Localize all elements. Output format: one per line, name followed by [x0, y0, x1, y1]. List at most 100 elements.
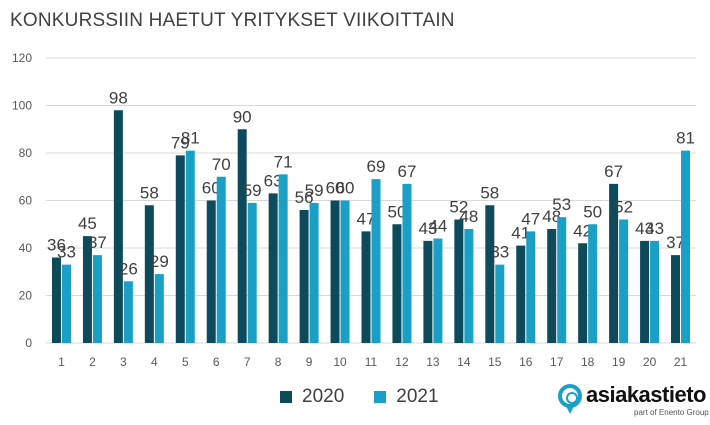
- asiakastieto-logo: asiakastieto part of Enento Group: [556, 382, 709, 418]
- data-label: 59: [243, 181, 262, 200]
- bar-2020-week-7: [237, 129, 247, 343]
- bar-2020-week-3: [113, 110, 123, 343]
- bar-2021-week-19: [619, 219, 629, 343]
- bar-2020-week-18: [578, 243, 588, 343]
- x-tick-label: 19: [612, 355, 626, 369]
- logo-pin-icon: [558, 384, 582, 408]
- bar-2021-week-6: [216, 176, 226, 343]
- data-label: 29: [150, 252, 169, 271]
- bar-2020-week-19: [609, 183, 619, 343]
- x-tick-label: 2: [89, 355, 96, 369]
- data-label: 48: [542, 207, 561, 226]
- data-label: 53: [552, 195, 571, 214]
- bar-2021-week-5: [185, 150, 195, 343]
- data-label: 50: [583, 202, 602, 221]
- bar-2020-week-17: [547, 229, 557, 343]
- data-label: 45: [78, 214, 97, 233]
- data-label: 60: [202, 179, 221, 198]
- data-label: 79: [171, 133, 190, 152]
- bar-2020-week-2: [82, 236, 92, 343]
- bar-2021-week-4: [154, 274, 164, 343]
- x-tick-label: 21: [674, 355, 688, 369]
- data-label: 37: [88, 233, 107, 252]
- logo-name: asiakastieto: [586, 382, 706, 407]
- bar-2020-week-14: [454, 219, 464, 343]
- data-label: 60: [326, 179, 345, 198]
- x-tick-label: 17: [550, 355, 564, 369]
- data-label: 48: [459, 207, 478, 226]
- bar-2020-week-9: [299, 210, 309, 343]
- legend-label-2021: 2021: [396, 386, 439, 407]
- x-tick-label: 7: [244, 355, 251, 369]
- bar-2021-week-1: [61, 264, 71, 343]
- data-label: 52: [449, 198, 468, 217]
- data-label: 67: [397, 162, 416, 181]
- data-label: 36: [47, 236, 66, 255]
- data-label: 50: [387, 202, 406, 221]
- legend-item-2021: 2021: [374, 386, 439, 408]
- x-tick-label: 12: [395, 355, 409, 369]
- x-tick-label: 6: [213, 355, 220, 369]
- bar-2020-week-13: [423, 240, 433, 343]
- data-label: 43: [418, 219, 437, 238]
- bar-2021-week-13: [433, 238, 443, 343]
- bar-2021-week-14: [464, 229, 474, 343]
- data-label: 58: [140, 183, 159, 202]
- logo-tagline: part of Enento Group: [634, 408, 709, 417]
- data-label: 26: [119, 259, 138, 278]
- data-label: 81: [676, 129, 695, 148]
- data-label: 41: [511, 224, 530, 243]
- y-tick-label: 80: [19, 146, 33, 160]
- bar-2021-week-3: [123, 281, 133, 343]
- data-label: 71: [274, 152, 293, 171]
- x-tick-label: 1: [58, 355, 65, 369]
- x-tick-label: 11: [365, 355, 378, 369]
- bar-2020-week-6: [206, 200, 216, 343]
- data-label: 70: [212, 155, 231, 174]
- bar-2020-week-10: [330, 200, 340, 343]
- bar-2020-week-4: [144, 205, 154, 343]
- bar-2021-week-20: [650, 240, 660, 343]
- data-label: 37: [666, 233, 685, 252]
- x-tick-label: 14: [457, 355, 471, 369]
- y-tick-label: 20: [19, 289, 33, 303]
- y-tick-label: 60: [19, 194, 33, 208]
- bar-2021-week-17: [557, 217, 567, 343]
- x-tick-label: 15: [488, 355, 502, 369]
- bar-2020-week-11: [361, 231, 371, 343]
- bar-2021-week-7: [247, 202, 257, 343]
- x-tick-label: 4: [151, 355, 158, 369]
- bar-2020-week-5: [175, 155, 185, 343]
- data-label: 44: [428, 217, 447, 236]
- bar-2021-week-10: [340, 200, 350, 343]
- data-label: 52: [614, 198, 633, 217]
- bar-2020-week-8: [268, 193, 278, 343]
- x-tick-label: 5: [182, 355, 189, 369]
- bar-chart: 0204060801001203633145372982635829479815…: [12, 51, 696, 369]
- data-label: 33: [490, 243, 509, 262]
- x-tick-label: 18: [581, 355, 595, 369]
- data-label: 59: [305, 181, 324, 200]
- bar-2020-week-16: [516, 245, 526, 343]
- data-label: 33: [57, 243, 76, 262]
- data-label: 43: [645, 219, 664, 238]
- bar-2021-week-18: [588, 224, 598, 343]
- legend-swatch-2021: [374, 391, 387, 403]
- bar-2021-week-16: [526, 231, 536, 343]
- bar-2021-week-12: [402, 183, 412, 343]
- y-tick-label: 0: [25, 336, 32, 350]
- bar-2021-week-11: [371, 179, 381, 343]
- bar-2021-week-2: [92, 255, 102, 343]
- data-label: 42: [573, 221, 592, 240]
- legend-label-2020: 2020: [302, 386, 345, 407]
- bar-2020-week-12: [392, 224, 402, 343]
- data-label: 98: [109, 88, 128, 107]
- y-tick-label: 120: [12, 51, 32, 65]
- data-label: 43: [635, 219, 654, 238]
- data-label: 63: [264, 171, 283, 190]
- x-tick-label: 16: [519, 355, 533, 369]
- bar-2020-week-1: [51, 257, 61, 343]
- x-tick-label: 9: [306, 355, 313, 369]
- bar-2021-week-8: [278, 174, 288, 343]
- bar-2021-week-21: [681, 150, 691, 343]
